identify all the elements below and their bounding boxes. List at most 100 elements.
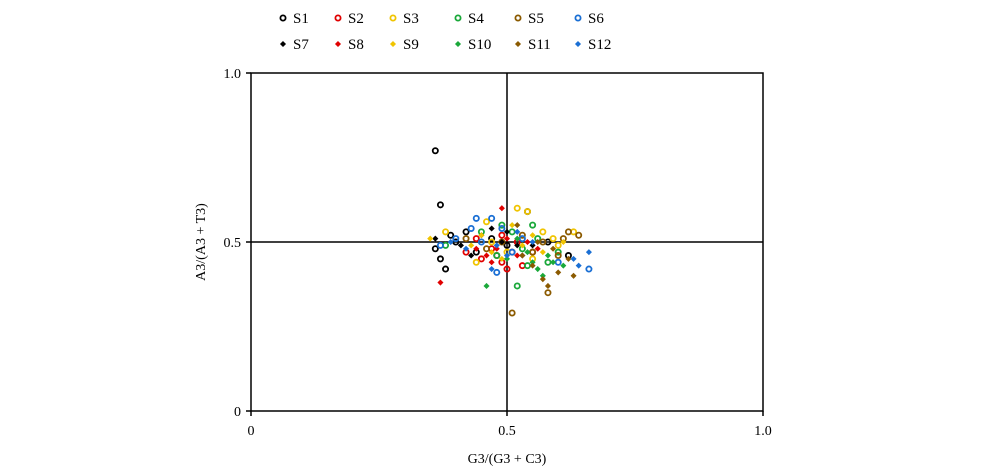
data-point <box>575 231 583 239</box>
legend-label: S3 <box>403 11 419 27</box>
legend-label: S7 <box>293 37 309 53</box>
y-tick-label: 0 <box>234 405 241 420</box>
data-point <box>565 255 572 262</box>
data-point <box>442 228 450 236</box>
legend-marker <box>454 14 462 22</box>
legend-marker <box>279 14 287 22</box>
data-point <box>488 235 496 243</box>
data-point <box>488 266 495 273</box>
data-point <box>585 265 593 273</box>
data-point <box>514 252 521 259</box>
legend-item-s10: S10 <box>454 37 491 53</box>
data-point <box>550 259 557 266</box>
data-point <box>529 248 537 256</box>
data-point <box>442 265 450 273</box>
data-point <box>477 255 485 263</box>
legend-marker <box>514 40 522 48</box>
data-point <box>529 262 536 269</box>
legend-marker <box>389 14 397 22</box>
legend-item-s2: S2 <box>334 11 364 27</box>
data-point <box>493 252 501 260</box>
data-point <box>534 245 541 252</box>
data-point <box>575 262 582 269</box>
legend-marker <box>334 14 342 22</box>
legend-item-s3: S3 <box>389 11 419 27</box>
data-point <box>431 147 439 155</box>
data-point <box>554 248 562 256</box>
data-point <box>467 224 475 232</box>
data-point <box>498 238 505 246</box>
data-point <box>488 225 495 232</box>
data-point <box>436 201 444 209</box>
legend-label: S1 <box>293 11 309 27</box>
data-point <box>564 228 572 236</box>
data-point <box>539 249 546 256</box>
data-point <box>534 266 541 273</box>
plot-area: 0 0.5 1.0 0 0.5 1.0 <box>224 67 772 439</box>
data-point <box>477 238 485 246</box>
series-s8 <box>437 205 541 286</box>
data-point <box>529 238 536 246</box>
legend-label: S2 <box>348 11 364 27</box>
data-point <box>529 221 537 229</box>
data-point <box>493 245 500 252</box>
legend-marker <box>574 40 582 48</box>
data-point <box>483 282 490 289</box>
data-point <box>513 282 521 290</box>
data-point <box>524 249 531 256</box>
legend-label: S11 <box>528 37 551 53</box>
legend-label: S6 <box>588 11 604 27</box>
legend-label: S12 <box>588 37 611 53</box>
x-ticks: 0 0.5 1.0 <box>248 411 772 439</box>
data-point <box>585 249 592 256</box>
x-axis-label: G3/(G3 + C3) <box>468 452 547 467</box>
legend-marker <box>574 14 582 22</box>
series-s12 <box>447 228 592 273</box>
data-point <box>508 309 516 317</box>
data-point <box>503 265 511 273</box>
data-point <box>503 241 511 249</box>
data-point <box>447 231 455 239</box>
data-point <box>514 228 521 235</box>
data-point <box>457 242 464 249</box>
legend-marker <box>389 40 397 48</box>
series-s9 <box>427 222 567 262</box>
data-point <box>514 222 521 229</box>
data-point <box>555 269 562 276</box>
data-point <box>503 255 511 262</box>
data-point <box>554 258 562 266</box>
data-point <box>523 262 531 270</box>
data-point <box>524 238 531 246</box>
data-point <box>544 252 551 259</box>
y-ticks: 0 0.5 1.0 <box>224 67 251 420</box>
data-point <box>560 238 567 246</box>
y-tick-label: 0.5 <box>224 236 242 251</box>
data-point <box>498 231 506 239</box>
data-point <box>570 255 577 262</box>
data-point <box>508 228 516 236</box>
data-point <box>523 208 531 216</box>
legend-item-s6: S6 <box>574 11 604 27</box>
x-tick-label: 0.5 <box>498 424 516 439</box>
legend-item-s4: S4 <box>454 11 484 27</box>
legend-label: S5 <box>528 11 544 27</box>
data-point <box>503 235 511 242</box>
legend: S1 S2 S3 S4 S5 S6 S7 S8 S9 S10 S11 S12 <box>279 11 611 53</box>
data-point <box>488 249 495 256</box>
data-point <box>544 282 551 289</box>
data-point <box>473 245 480 252</box>
legend-label: S9 <box>403 37 419 53</box>
data-point <box>509 222 516 229</box>
data-point <box>514 235 521 242</box>
legend-item-s12: S12 <box>574 37 611 53</box>
data-point <box>560 262 567 269</box>
data-point <box>488 259 495 266</box>
data-point <box>534 238 541 246</box>
legend-item-s8: S8 <box>334 37 364 53</box>
legend-marker <box>514 14 522 22</box>
data-point <box>498 255 505 262</box>
y-tick-label: 1.0 <box>224 67 242 82</box>
data-point <box>483 245 491 253</box>
data-points <box>427 147 593 317</box>
